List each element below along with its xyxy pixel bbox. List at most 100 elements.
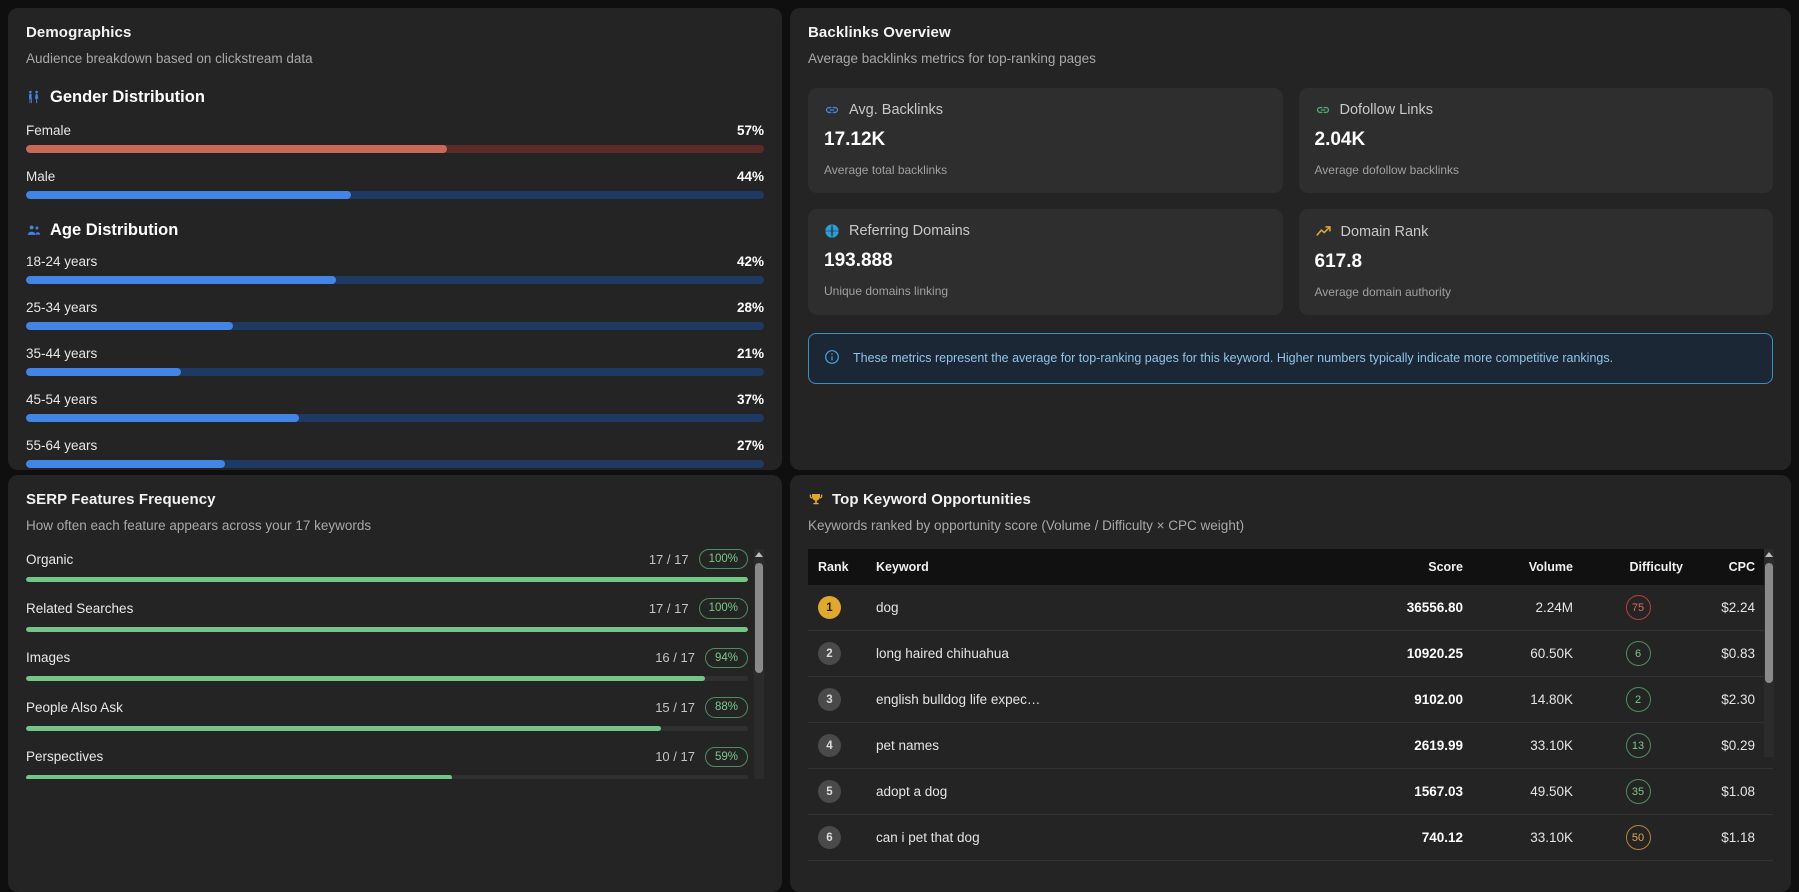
keyword-table-wrapper[interactable]: Rank Keyword Score Volume Difficulty CPC… bbox=[808, 549, 1774, 861]
serp-feature-count: 16 / 17 bbox=[655, 650, 695, 666]
column-volume[interactable]: Volume bbox=[1473, 549, 1583, 585]
column-rank[interactable]: Rank bbox=[808, 549, 866, 585]
cell-keyword[interactable]: english bulldog life expec… bbox=[866, 676, 1353, 723]
cell-rank: 2 bbox=[808, 630, 866, 677]
trophy-icon bbox=[808, 492, 824, 508]
keyword-opportunities-header: Top Keyword Opportunities bbox=[808, 491, 1773, 508]
serp-feature-name: People Also Ask bbox=[26, 699, 123, 715]
metric-name: Dofollow Links bbox=[1339, 102, 1434, 118]
age-value: 42% bbox=[736, 254, 764, 269]
metric-name: Avg. Backlinks bbox=[849, 102, 944, 118]
cell-score: 9102.00 bbox=[1353, 676, 1473, 723]
page-title: Demographics bbox=[26, 24, 132, 41]
age-label: 55-64 years bbox=[26, 438, 98, 453]
cell-score: 10920.25 bbox=[1353, 630, 1473, 677]
serp-feature-row: Organic 17 / 17 100% bbox=[26, 549, 748, 583]
gender-row-male: Male 44% bbox=[26, 169, 764, 199]
table-row[interactable]: 4 pet names 2619.99 33.10K 13 $0.29 bbox=[808, 722, 1773, 769]
serp-scroll-thumb[interactable] bbox=[755, 563, 763, 673]
gender-label: Female bbox=[26, 123, 72, 138]
scroll-up-arrow-icon[interactable] bbox=[1765, 552, 1773, 557]
link-icon bbox=[824, 102, 840, 118]
metric-desc: Unique domains linking bbox=[824, 284, 949, 298]
cell-volume: 14.80K bbox=[1473, 676, 1583, 723]
backlinks-metric-grid: Avg. Backlinks 17.12K Average total backli… bbox=[808, 88, 1773, 315]
cell-difficulty: 6 bbox=[1583, 630, 1693, 677]
gender-value: 57% bbox=[736, 123, 764, 138]
rank-badge: 6 bbox=[818, 826, 841, 849]
keyword-table-head: Rank Keyword Score Volume Difficulty CPC bbox=[808, 549, 1773, 585]
gender-icon bbox=[26, 90, 41, 105]
cell-keyword[interactable]: adopt a dog bbox=[866, 768, 1353, 815]
metric-card: Referring Domains 193.888 Unique domains l… bbox=[808, 209, 1283, 315]
serp-feature-percent-badge: 100% bbox=[698, 598, 748, 619]
cell-difficulty: 75 bbox=[1583, 585, 1693, 631]
column-keyword[interactable]: Keyword bbox=[866, 549, 1353, 585]
serp-features-title: SERP Features Frequency bbox=[26, 491, 216, 508]
cell-cpc: $0.83 bbox=[1693, 630, 1773, 677]
serp-feature-name: Organic bbox=[26, 551, 74, 567]
age-bar-track bbox=[26, 322, 764, 330]
metric-card: Dofollow Links 2.04K Average dofollow back… bbox=[1298, 88, 1773, 193]
backlinks-title: Backlinks Overview bbox=[808, 24, 951, 41]
serp-feature-track bbox=[26, 774, 748, 779]
serp-feature-track bbox=[26, 725, 748, 731]
serp-features-list[interactable]: Organic 17 / 17 100% Related Searches 17 / 1… bbox=[26, 549, 764, 779]
gender-row-female: Female 57% bbox=[26, 123, 764, 153]
backlinks-info-text: These metrics represent the average for … bbox=[853, 351, 1614, 365]
serp-feature-percent-badge: 59% bbox=[704, 746, 748, 767]
keyword-table-body: 1 dog 36556.80 2.24M 75 $2.24 2 long haired chi… bbox=[808, 585, 1773, 861]
serp-feature-row: Related Searches 17 / 17 100% bbox=[26, 598, 748, 632]
difficulty-badge: 6 bbox=[1625, 641, 1651, 666]
serp-feature-track bbox=[26, 676, 748, 682]
column-difficulty[interactable]: Difficulty bbox=[1583, 549, 1693, 585]
column-cpc[interactable]: CPC bbox=[1693, 549, 1773, 585]
cell-volume: 49.50K bbox=[1473, 768, 1583, 815]
keyword-table-scrollbar[interactable] bbox=[1764, 549, 1774, 757]
cell-keyword[interactable]: can i pet that dog bbox=[866, 814, 1353, 861]
serp-feature-percent-badge: 94% bbox=[704, 647, 748, 669]
cell-rank: 4 bbox=[808, 722, 866, 769]
difficulty-badge: 35 bbox=[1625, 779, 1651, 804]
table-row[interactable]: 1 dog 36556.80 2.24M 75 $2.24 bbox=[808, 585, 1773, 631]
demographics-cell: Demographics Audience breakdown based on… bbox=[0, 0, 790, 470]
gender-bar-track bbox=[26, 191, 764, 199]
metric-value: 617.8 bbox=[1314, 251, 1363, 272]
keyword-opportunities-cell: Top Keyword Opportunities Keywords ranke… bbox=[790, 470, 1799, 892]
cell-keyword[interactable]: dog bbox=[866, 585, 1353, 631]
age-value: 37% bbox=[736, 392, 764, 407]
age-label: 45-54 years bbox=[26, 392, 98, 407]
metric-value: 2.04K bbox=[1314, 129, 1366, 150]
cell-difficulty: 50 bbox=[1583, 814, 1693, 861]
keyword-scroll-thumb[interactable] bbox=[1765, 563, 1773, 683]
scroll-up-arrow-icon[interactable] bbox=[755, 552, 763, 557]
gender-bar-track bbox=[26, 145, 764, 153]
keyword-opportunities-subtitle: Keywords ranked by opportunity score (Vo… bbox=[808, 518, 1245, 533]
cell-difficulty: 35 bbox=[1583, 768, 1693, 815]
keyword-table-header-row: Rank Keyword Score Volume Difficulty CPC bbox=[808, 549, 1773, 585]
people-icon bbox=[26, 223, 41, 238]
age-label: 18-24 years bbox=[26, 254, 98, 269]
cell-keyword[interactable]: long haired chihuahua bbox=[866, 630, 1353, 677]
cell-cpc: $2.24 bbox=[1693, 585, 1773, 631]
age-value: 27% bbox=[736, 438, 764, 453]
globe-icon bbox=[824, 223, 840, 239]
table-row[interactable]: 6 can i pet that dog 740.12 33.10K 50 $1.18 bbox=[808, 814, 1773, 861]
rank-badge: 1 bbox=[818, 596, 841, 619]
cell-volume: 33.10K bbox=[1473, 722, 1583, 769]
cell-keyword[interactable]: pet names bbox=[866, 722, 1353, 769]
metric-name: Domain Rank bbox=[1340, 223, 1429, 240]
serp-scrollbar[interactable] bbox=[754, 549, 764, 779]
age-bar-track bbox=[26, 368, 764, 376]
difficulty-badge: 50 bbox=[1625, 825, 1651, 850]
rank-badge: 4 bbox=[818, 734, 841, 757]
serp-feature-percent-badge: 100% bbox=[698, 549, 748, 570]
column-score[interactable]: Score bbox=[1353, 549, 1473, 585]
table-row[interactable]: 5 adopt a dog 1567.03 49.50K 35 $1.08 bbox=[808, 768, 1773, 815]
keyword-opportunities-panel: Top Keyword Opportunities Keywords ranke… bbox=[790, 475, 1791, 892]
cell-cpc: $2.30 bbox=[1693, 676, 1773, 723]
table-row[interactable]: 2 long haired chihuahua 10920.25 60.50K 6 $0.… bbox=[808, 630, 1773, 677]
table-row[interactable]: 3 english bulldog life expec… 9102.00 14.80… bbox=[808, 676, 1773, 723]
cell-rank: 6 bbox=[808, 814, 866, 861]
